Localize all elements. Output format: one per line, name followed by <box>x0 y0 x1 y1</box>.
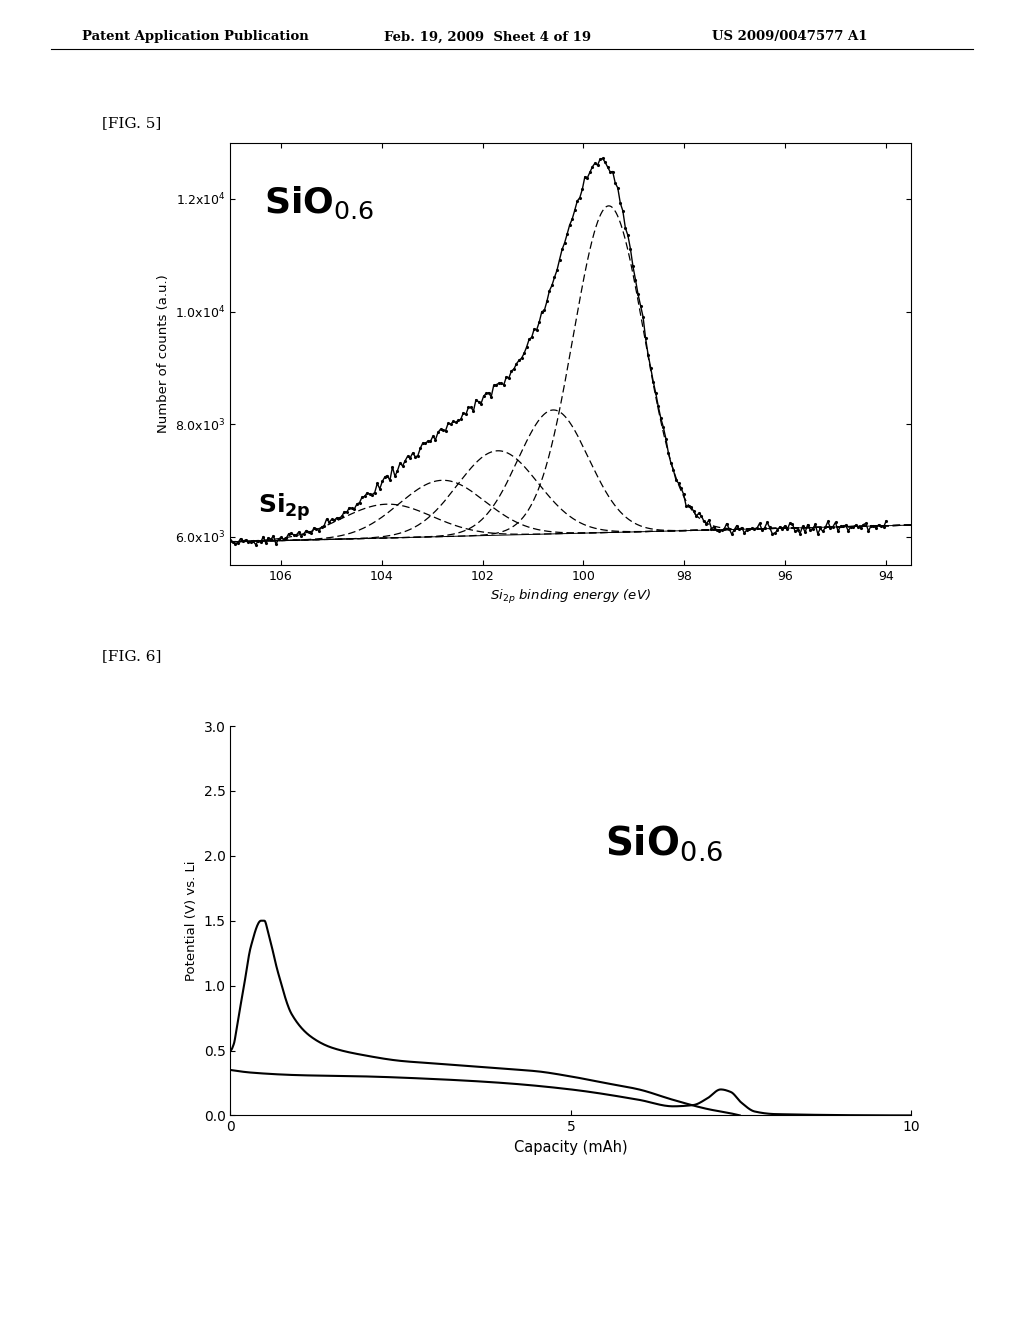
Text: [FIG. 6]: [FIG. 6] <box>102 649 162 664</box>
Text: [FIG. 5]: [FIG. 5] <box>102 116 162 131</box>
Text: US 2009/0047577 A1: US 2009/0047577 A1 <box>712 30 867 44</box>
X-axis label: Si$_{2p}$ binding energy (eV): Si$_{2p}$ binding energy (eV) <box>490 589 651 606</box>
X-axis label: Capacity (mAh): Capacity (mAh) <box>514 1139 628 1155</box>
Text: Patent Application Publication: Patent Application Publication <box>82 30 308 44</box>
Y-axis label: Potential (V) vs. Li: Potential (V) vs. Li <box>185 861 198 981</box>
Y-axis label: Number of counts (a.u.): Number of counts (a.u.) <box>157 275 170 433</box>
Text: SiO$_{0.6}$: SiO$_{0.6}$ <box>605 824 723 863</box>
Text: Feb. 19, 2009  Sheet 4 of 19: Feb. 19, 2009 Sheet 4 of 19 <box>384 30 591 44</box>
Text: SiO$_{0.6}$: SiO$_{0.6}$ <box>264 185 375 222</box>
Text: $\mathbf{Si_{2p}}$: $\mathbf{Si_{2p}}$ <box>258 491 310 523</box>
